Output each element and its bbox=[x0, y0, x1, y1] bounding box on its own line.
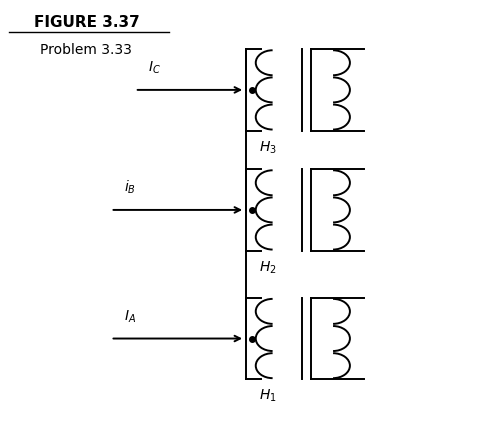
Text: Problem 3.33: Problem 3.33 bbox=[40, 43, 132, 57]
Text: $i_B$: $i_B$ bbox=[124, 179, 136, 196]
Text: $I_A$: $I_A$ bbox=[124, 309, 136, 325]
Text: $H_3$: $H_3$ bbox=[259, 139, 277, 156]
Text: $H_2$: $H_2$ bbox=[259, 259, 277, 276]
Text: $I_C$: $I_C$ bbox=[148, 60, 160, 76]
Text: FIGURE 3.37: FIGURE 3.37 bbox=[33, 15, 139, 30]
Text: $H_1$: $H_1$ bbox=[259, 388, 277, 404]
